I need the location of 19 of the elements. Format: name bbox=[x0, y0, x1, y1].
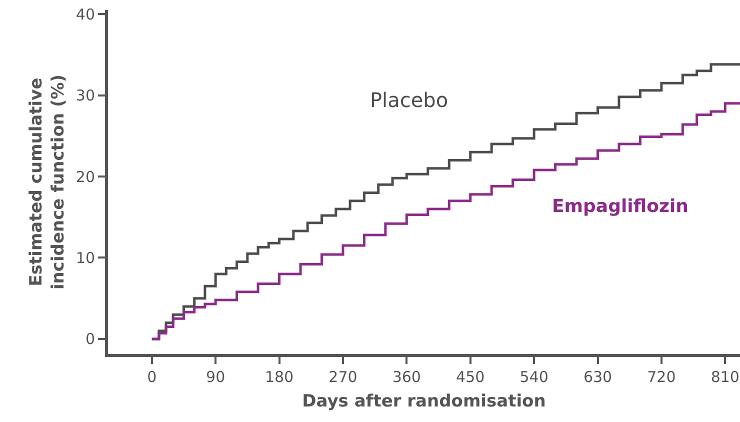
x-axis-title: Days after randomisation bbox=[302, 391, 546, 412]
y-tick-label: 20 bbox=[76, 168, 95, 186]
x-tick-label: 360 bbox=[392, 368, 421, 386]
x-tick-label: 90 bbox=[206, 368, 226, 386]
y-tick-label: 30 bbox=[76, 86, 95, 105]
text: Placebo bbox=[370, 88, 448, 112]
x-tick-label: 0 bbox=[147, 368, 157, 386]
x-tick-label: 180 bbox=[264, 368, 294, 386]
y-tick-label: 0 bbox=[85, 330, 95, 348]
x-tick-label: 450 bbox=[456, 368, 485, 386]
y-tick-label: 40 bbox=[76, 5, 95, 24]
x-tick-label: 720 bbox=[647, 368, 676, 386]
y-tick-label: 10 bbox=[76, 248, 95, 267]
x-tick-label: 630 bbox=[583, 368, 612, 386]
x-tick-label: 810 bbox=[710, 368, 740, 386]
x-tick-label: 540 bbox=[520, 368, 548, 386]
x-tick-label: 270 bbox=[328, 368, 358, 386]
y-axis-title: Estimated cumulative incidence function (%) bbox=[26, 74, 68, 290]
series-label: Empagliflozin bbox=[552, 196, 688, 217]
